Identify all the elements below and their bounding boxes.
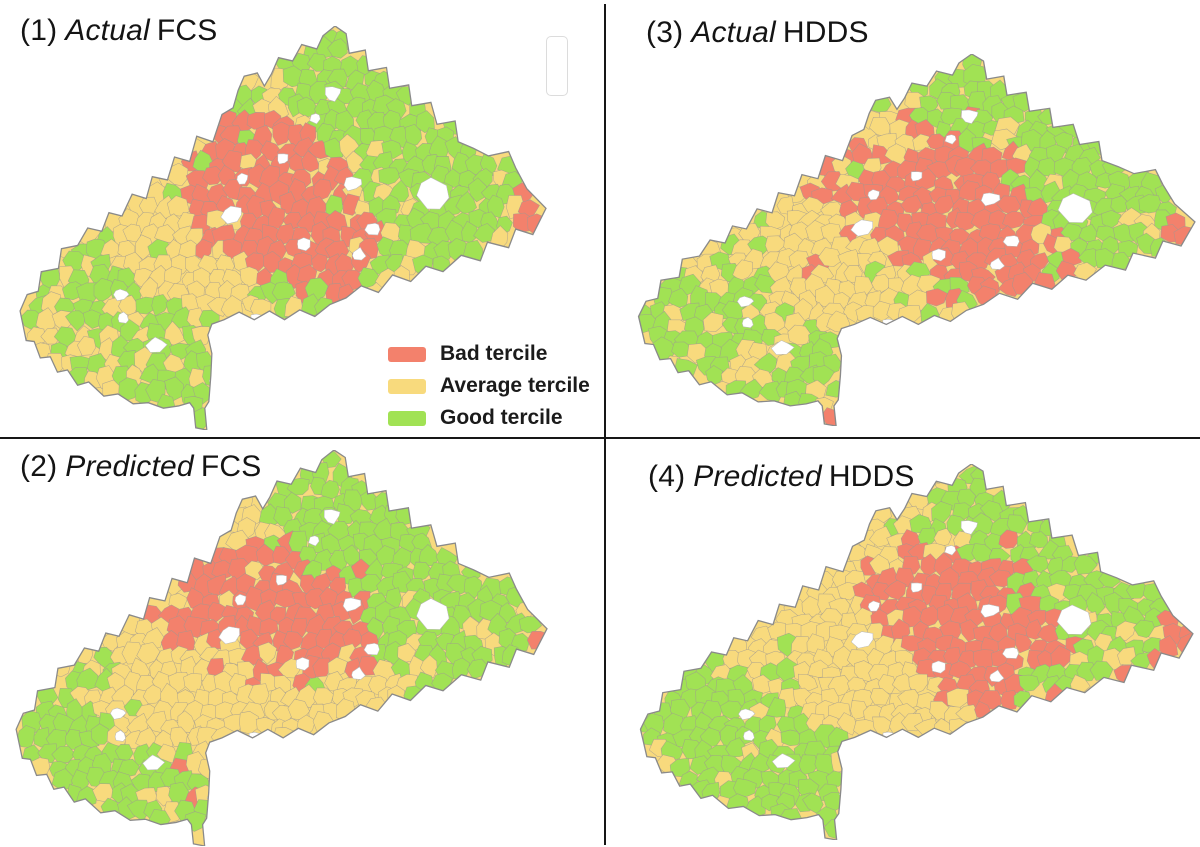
panel-qualifier: Actual — [691, 16, 776, 49]
panel-number: (4) — [648, 460, 686, 493]
panel-predicted-hdds: (4) Predicted HDDS — [606, 439, 1200, 847]
choropleth-svg-predicted-fcs — [15, 450, 548, 846]
legend-label: Bad tercile — [440, 342, 548, 365]
bad-tercile-swatch — [388, 346, 426, 362]
choropleth-svg-actual-fcs — [19, 26, 547, 430]
legend-item-bad: Bad tercile — [388, 342, 590, 366]
legend-item-good: Good tercile — [388, 406, 590, 430]
panel-number: (2) — [20, 450, 58, 483]
scan-artifact-box — [546, 36, 568, 96]
panel-title-actual-fcs: (1) Actual FCS — [20, 14, 217, 48]
legend-label: Average tercile — [440, 374, 590, 397]
map-actual-hdds — [630, 54, 1196, 426]
panel-actual-hdds: (3) Actual HDDS — [606, 0, 1200, 437]
panel-qualifier: Predicted — [693, 460, 822, 493]
choropleth-svg-actual-hdds — [637, 54, 1196, 426]
panel-metric: HDDS — [828, 460, 915, 493]
tercile-legend: Bad tercile Average tercile Good tercile — [388, 342, 590, 430]
row-divider-line — [0, 437, 1200, 439]
panel-title-predicted-hdds: (4) Predicted HDDS — [648, 460, 915, 494]
good-tercile-swatch — [388, 410, 426, 426]
panel-predicted-fcs: (2) Predicted FCS — [0, 439, 604, 847]
panel-metric: FCS — [200, 450, 262, 483]
column-divider-line — [604, 4, 606, 845]
panel-qualifier: Actual — [65, 14, 150, 47]
map-actual-fcs — [12, 26, 547, 430]
panel-metric: HDDS — [782, 16, 869, 49]
map-predicted-hdds — [632, 464, 1194, 840]
average-tercile-swatch — [388, 378, 426, 394]
choropleth-svg-predicted-hdds — [639, 464, 1194, 840]
panel-title-actual-hdds: (3) Actual HDDS — [646, 16, 869, 50]
panel-metric: FCS — [156, 14, 218, 47]
legend-label: Good tercile — [440, 406, 563, 429]
panel-title-predicted-fcs: (2) Predicted FCS — [20, 450, 261, 484]
panel-actual-fcs: (1) Actual FCS Bad tercile Average tercile… — [0, 0, 604, 437]
legend-item-average: Average tercile — [388, 374, 590, 398]
panel-number: (1) — [20, 14, 58, 47]
panel-number: (3) — [646, 16, 684, 49]
map-predicted-fcs — [8, 450, 548, 846]
panel-qualifier: Predicted — [65, 450, 194, 483]
